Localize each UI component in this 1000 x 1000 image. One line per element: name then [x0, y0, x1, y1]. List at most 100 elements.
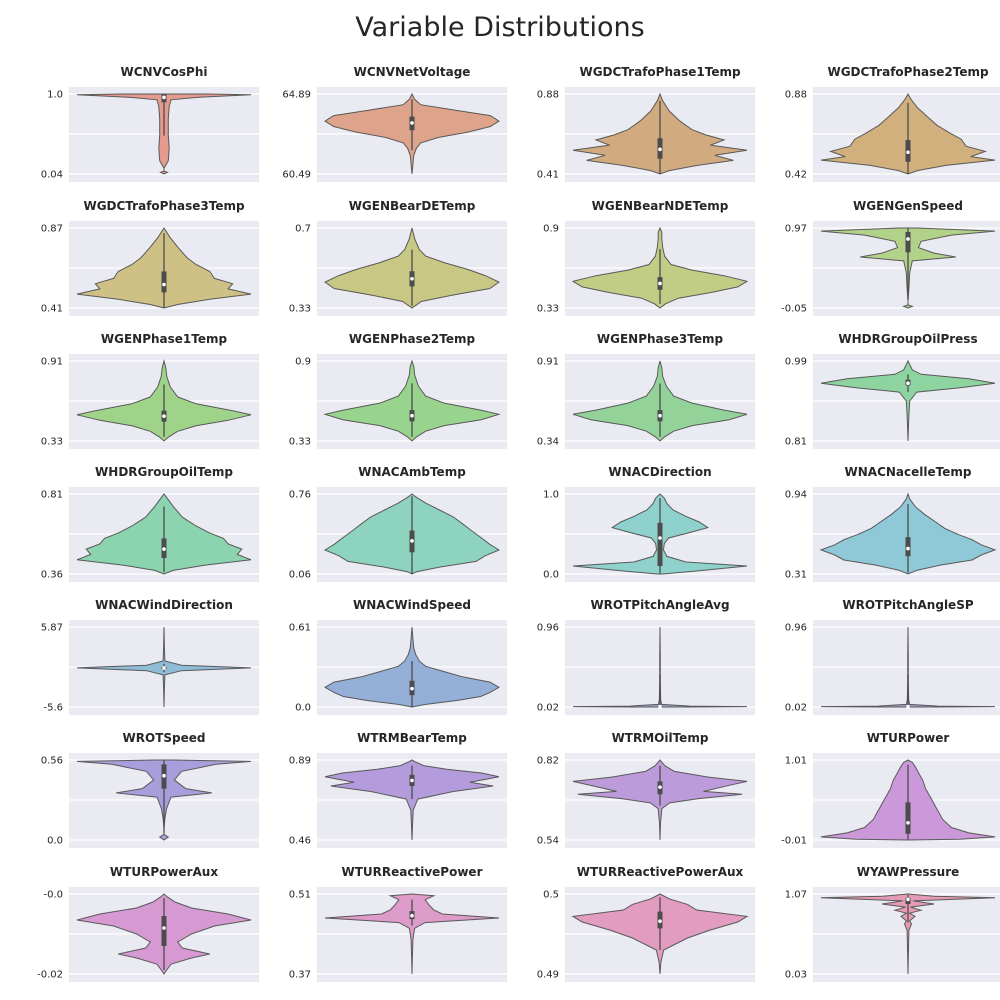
violin-panel: WROTPitchAngleSP 0.96 0.02 [760, 595, 1000, 727]
violin-box [905, 802, 911, 834]
violin-panel: WGENBearNDETemp 0.9 0.33 [512, 196, 759, 328]
violin-plot: WROTPitchAngleSP 0.96 0.02 [785, 598, 1000, 715]
y-tick-label: 1.07 [785, 890, 807, 901]
y-tick-label: 60.49 [282, 170, 311, 181]
panel-title: WHDRGroupOilPress [838, 332, 977, 346]
y-tick-label: 0.82 [537, 756, 559, 767]
y-tick-label: 0.0 [543, 570, 559, 581]
violin-panel: WNACNacelleTemp 0.94 0.31 [760, 462, 1000, 594]
violin-panel: WTRMOilTemp 0.82 0.54 [512, 728, 759, 860]
y-tick-label: 0.02 [537, 703, 559, 714]
violin-plot: WROTSpeed 0.56 0.0 [41, 731, 259, 848]
violin-plot: WGENPhase3Temp 0.91 0.34 [537, 332, 755, 449]
y-tick-label: 0.46 [289, 836, 311, 847]
y-tick-label: 0.42 [785, 170, 807, 181]
violin-panel: WTRMBearTemp 0.89 0.46 [264, 728, 511, 860]
violin-median [906, 897, 910, 902]
violin-median [906, 237, 910, 241]
violin-plot: WHDRGroupOilTemp 0.81 0.36 [41, 465, 259, 582]
panel-title: WTURReactivePowerAux [577, 865, 744, 879]
y-tick-label: 0.33 [289, 304, 311, 315]
violin-median [906, 150, 910, 155]
y-tick-label: 0.54 [537, 836, 559, 847]
violin-panel: WCNVNetVoltage 64.89 60.49 [264, 62, 511, 194]
y-tick-label: 0.61 [289, 623, 311, 634]
panel-title: WTURReactivePower [342, 865, 483, 879]
panel-title: WTURPower [867, 731, 950, 745]
panel-title: WGENPhase3Temp [597, 332, 724, 346]
violin-plot: WGENGenSpeed 0.97 -0.05 [781, 199, 1000, 316]
violin-plot: WHDRGroupOilPress 0.99 0.81 [785, 332, 1000, 449]
panel-title: WGENPhase1Temp [101, 332, 228, 346]
violin-body [820, 359, 996, 442]
violin-body [324, 759, 500, 841]
panel-title: WNACAmbTemp [358, 465, 466, 479]
violin-plot: WTURReactivePowerAux 0.5 0.49 [537, 865, 755, 982]
violin-box [905, 231, 911, 253]
violin-median [906, 705, 910, 709]
violin-plot: WGENBearNDETemp 0.9 0.33 [537, 199, 755, 316]
panel-title: WGDCTrafoPhase1Temp [579, 65, 741, 79]
violin-panel: WGENGenSpeed 0.97 -0.05 [760, 196, 1000, 328]
y-tick-label: 0.88 [537, 90, 559, 101]
panel-title: WTRMOilTemp [612, 731, 709, 745]
violin-body [324, 893, 500, 975]
y-tick-label: 64.89 [282, 90, 311, 101]
y-tick-label: 0.04 [41, 170, 63, 181]
panel-title: WCNVCosPhi [120, 65, 207, 79]
y-tick-label: 0.41 [537, 170, 559, 181]
violin-plot: WTRMBearTemp 0.89 0.46 [289, 731, 507, 848]
panel-title: WGENBearDETemp [349, 199, 476, 213]
violin-panel: WHDRGroupOilTemp 0.81 0.36 [16, 462, 263, 594]
y-tick-label: 0.56 [41, 756, 63, 767]
y-tick-label: 0.34 [537, 437, 559, 448]
y-tick-label: 0.91 [537, 357, 559, 368]
y-tick-label: 0.81 [41, 490, 63, 501]
violin-panel: WNACAmbTemp 0.76 0.06 [264, 462, 511, 594]
violin-panel: WNACWindSpeed 0.61 0.0 [264, 595, 511, 727]
y-tick-label: 0.7 [295, 224, 311, 235]
violin-median [162, 95, 166, 100]
violin-panel: WTURPower 1.01 -0.01 [760, 728, 1000, 860]
panel-title: WNACNacelleTemp [845, 465, 972, 479]
violin-median [658, 147, 662, 152]
violin-median [658, 536, 662, 540]
violin-median [658, 413, 662, 418]
violin-plot: WNACNacelleTemp 0.94 0.31 [785, 465, 1000, 582]
y-tick-label: 0.88 [785, 90, 807, 101]
violin-plot: WGENBearDETemp 0.7 0.33 [289, 199, 507, 316]
violin-plot: WTRMOilTemp 0.82 0.54 [537, 731, 755, 848]
y-tick-label: 0.03 [785, 970, 807, 981]
violin-plot: WTURPower 1.01 -0.01 [781, 731, 1000, 848]
figure-title: Variable Distributions [355, 12, 645, 43]
violin-median [162, 926, 166, 930]
panel-title: WYAWPressure [857, 865, 960, 879]
panel-title: WROTPitchAngleSP [842, 598, 973, 612]
violin-plot: WCNVCosPhi 1.0 0.04 [41, 65, 259, 182]
violin-median [410, 277, 414, 281]
panel-title: WNACWindSpeed [353, 598, 471, 612]
panel-title: WNACWindDirection [95, 598, 233, 612]
violin-panel: WNACDirection 1.0 0.0 [512, 462, 759, 594]
y-tick-label: 0.89 [289, 756, 311, 767]
violin-plot: WROTPitchAngleAvg 0.96 0.02 [537, 598, 755, 715]
y-tick-label: 0.94 [785, 490, 807, 501]
violin-panel: WGDCTrafoPhase1Temp 0.88 0.41 [512, 62, 759, 194]
y-tick-label: 0.33 [41, 437, 63, 448]
y-tick-label: 0.51 [289, 890, 311, 901]
y-tick-label: 0.31 [785, 570, 807, 581]
violin-median [410, 539, 414, 543]
violin-median [658, 281, 662, 286]
violin-panel: WYAWPressure 1.07 0.03 [760, 862, 1000, 994]
violin-panel: WTURReactivePower 0.51 0.37 [264, 862, 511, 994]
panel-title: WTRMBearTemp [357, 731, 467, 745]
violin-plot: WGENPhase1Temp 0.91 0.33 [41, 332, 259, 449]
y-tick-label: 0.99 [785, 357, 807, 368]
panel-title: WGENPhase2Temp [349, 332, 476, 346]
violin-median [658, 785, 662, 789]
violin-panel: WNACWindDirection 5.87 -5.6 [16, 595, 263, 727]
violin-plot: WGDCTrafoPhase2Temp 0.88 0.42 [785, 65, 1000, 182]
violin-panel: WROTSpeed 0.56 0.0 [16, 728, 263, 860]
y-tick-label: 0.76 [289, 490, 311, 501]
violin-panel: WTURPowerAux -0.0 -0.02 [16, 862, 263, 994]
